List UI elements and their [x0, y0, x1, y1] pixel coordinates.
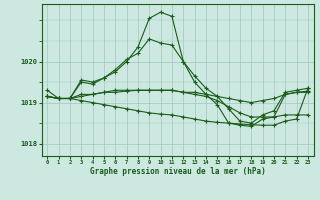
X-axis label: Graphe pression niveau de la mer (hPa): Graphe pression niveau de la mer (hPa): [90, 167, 266, 176]
